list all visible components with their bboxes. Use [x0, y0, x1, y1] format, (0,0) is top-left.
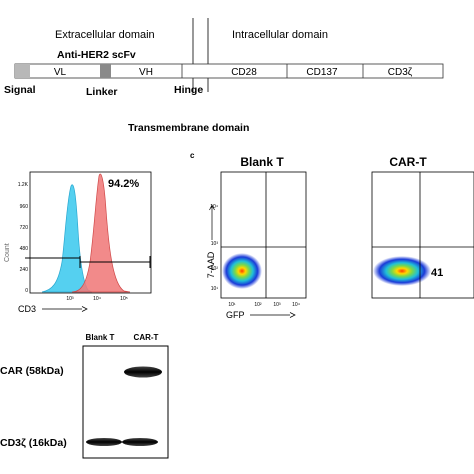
western-blot-panel: Blank T CAR-T CAR (58kDa) CD3ζ (16kDa)	[0, 333, 169, 459]
y-tick-label: 10¹	[211, 286, 219, 292]
cd3z-band-label: CD3ζ (16kDa)	[0, 437, 67, 449]
car-band	[124, 366, 162, 378]
gfp-axis-label: GFP	[226, 310, 245, 320]
car-t-cell-population	[373, 256, 431, 286]
transmembrane-domain-label: Transmembrane domain	[128, 122, 249, 134]
panel-c-letter: c	[190, 151, 195, 160]
cd28-label: CD28	[231, 67, 257, 78]
lane-label-blank-t: Blank T	[86, 333, 115, 342]
count-axis-label: Count	[4, 243, 11, 262]
y-tick-label: 480	[20, 246, 29, 252]
x-tick-label: 10⁴	[292, 302, 300, 308]
cd3z-label: CD3ζ	[388, 67, 413, 78]
car-band-label: CAR (58kDa)	[0, 365, 64, 377]
y-tick-label: 240	[20, 267, 29, 273]
7aad-axis-label: 7-AAD	[206, 251, 216, 278]
histogram-frame	[29, 171, 152, 294]
blank-t-plot-title: Blank T	[240, 155, 284, 169]
lane-label-car-t: CAR-T	[134, 333, 159, 342]
x-tick-label: 10²	[254, 302, 262, 308]
blank-t-cell-population	[222, 253, 262, 289]
y-tick-label: 10⁴	[210, 204, 218, 210]
cd3-positive-percent: 94.2%	[108, 178, 139, 190]
car-construct-schematic: Extracellular domain Intracellular domai…	[4, 18, 444, 134]
linker-label: Linker	[86, 86, 118, 98]
x-tick-label: 10³	[66, 296, 74, 302]
cd137-label: CD137	[306, 67, 338, 78]
car-t-histogram	[71, 173, 131, 293]
y-tick-label: 960	[20, 204, 29, 210]
viability-dot-plots-panel: c Blank T CAR-T 7-AAD 10⁴ 10³ 10² 10¹ 41…	[190, 151, 474, 320]
extracellular-domain-label: Extracellular domain	[55, 29, 155, 41]
vh-label: VH	[139, 67, 153, 78]
intracellular-domain-label: Intracellular domain	[232, 29, 328, 41]
cd3-histogram-panel: 1.2K 960 720 480 240 0 Count 94.2% 10³ 1…	[4, 171, 152, 314]
gfp-arrow-head	[289, 312, 296, 318]
y-tick-label: 1.2K	[18, 182, 29, 188]
car-t-quadrant-value: 41	[431, 267, 443, 279]
y-tick-label: 720	[20, 225, 29, 231]
7aad-arrow-head	[209, 204, 215, 211]
cd3-arrow-head	[81, 306, 88, 312]
linker-segment	[100, 64, 111, 78]
x-tick-label: 10³	[273, 302, 281, 308]
x-tick-label: 10⁵	[120, 296, 128, 302]
blank-t-histogram	[41, 184, 93, 293]
cd3z-band-blank-t	[86, 438, 122, 446]
cd3z-band-car-t	[122, 438, 158, 446]
x-tick-label: 10⁴	[93, 296, 101, 302]
signal-segment	[15, 64, 30, 78]
y-tick-label: 10³	[211, 241, 219, 247]
scfv-label: Anti-HER2 scFv	[57, 49, 136, 61]
vl-label: VL	[54, 67, 67, 78]
cd3-axis-label: CD3	[18, 304, 36, 314]
signal-label: Signal	[4, 84, 36, 96]
car-t-plot-title: CAR-T	[389, 155, 427, 169]
y-tick-label: 0	[25, 288, 28, 294]
y-tick-label: 10²	[211, 266, 219, 272]
construct-bar	[14, 63, 444, 79]
hinge-label: Hinge	[174, 84, 203, 96]
x-tick-label: 10¹	[228, 302, 236, 308]
